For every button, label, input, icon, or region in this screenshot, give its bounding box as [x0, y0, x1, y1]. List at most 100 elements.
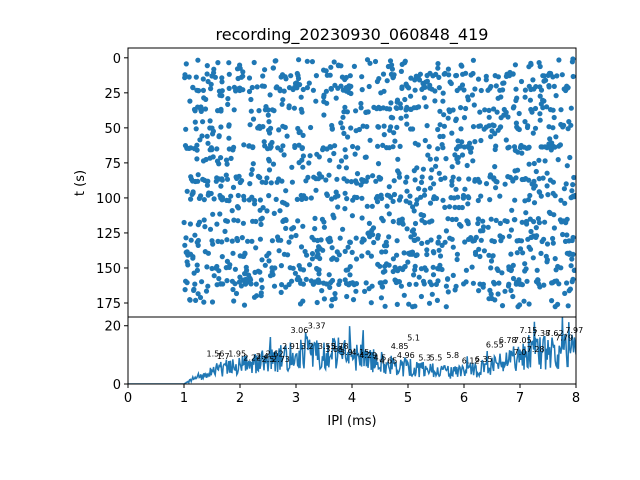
raster-point — [429, 167, 435, 173]
raster-point — [443, 228, 449, 234]
raster-point — [182, 287, 188, 293]
raster-point — [223, 172, 229, 178]
raster-point — [542, 158, 548, 164]
raster-point — [388, 100, 394, 106]
raster-point — [416, 186, 422, 192]
raster-point — [358, 100, 364, 107]
raster-point — [391, 178, 397, 184]
raster-point — [321, 99, 327, 105]
raster-point — [490, 122, 496, 128]
raster-point — [216, 276, 222, 282]
raster-point — [359, 74, 365, 80]
raster-point — [519, 219, 525, 225]
raster-point — [261, 139, 267, 145]
raster-point — [297, 277, 303, 283]
raster-point — [425, 152, 431, 158]
histogram-x-tick-label: 5 — [404, 391, 412, 406]
raster-point — [413, 252, 419, 259]
raster-point — [384, 203, 390, 209]
raster-point — [237, 65, 243, 71]
raster-point — [356, 126, 362, 133]
raster-point — [387, 127, 393, 133]
raster-point — [263, 104, 269, 110]
raster-point — [470, 158, 476, 164]
raster-point — [359, 253, 365, 259]
raster-point — [386, 262, 392, 268]
raster-point — [505, 145, 511, 151]
peak-annotation: 6.35 — [475, 355, 493, 364]
raster-point — [421, 95, 427, 101]
raster-point — [480, 218, 486, 224]
raster-point — [200, 87, 206, 93]
raster-point — [412, 220, 419, 227]
raster-point — [396, 279, 402, 285]
raster-point — [229, 238, 235, 244]
raster-point — [510, 293, 516, 300]
raster-point — [535, 277, 541, 283]
raster-point — [460, 195, 466, 201]
raster-point — [338, 83, 344, 89]
raster-point — [224, 278, 230, 284]
raster-point — [363, 109, 369, 115]
raster-point — [418, 212, 424, 218]
raster-point — [526, 64, 532, 70]
raster-point — [551, 114, 557, 121]
raster-point — [531, 219, 537, 225]
raster-point — [370, 173, 376, 179]
raster-point — [209, 265, 215, 272]
raster-point — [470, 57, 476, 63]
raster-point — [568, 263, 574, 269]
raster-point — [384, 78, 390, 84]
raster-point — [315, 277, 321, 283]
raster-point — [570, 234, 576, 241]
raster-point — [327, 157, 333, 163]
raster-point — [243, 264, 249, 270]
raster-point — [421, 192, 428, 198]
raster-point — [543, 253, 549, 259]
raster-point — [365, 174, 371, 180]
raster-point — [481, 248, 487, 254]
raster-point — [299, 145, 305, 152]
raster-point — [298, 106, 304, 112]
peak-annotation: 2.91 — [282, 342, 300, 351]
raster-point — [442, 239, 448, 245]
raster-point — [376, 124, 382, 130]
raster-point — [299, 196, 305, 202]
raster-point — [371, 104, 377, 110]
raster-point — [485, 87, 491, 93]
raster-point — [278, 237, 284, 243]
raster-point — [284, 133, 290, 139]
raster-point — [527, 97, 534, 103]
raster-point — [323, 88, 329, 94]
raster-point — [475, 220, 481, 227]
raster-point — [224, 258, 230, 264]
raster-point — [336, 164, 342, 170]
raster-point — [266, 258, 272, 264]
raster-point — [313, 187, 319, 193]
raster-point — [546, 124, 552, 130]
raster-point — [571, 174, 576, 181]
raster-point — [280, 218, 286, 224]
raster-point — [403, 179, 409, 185]
raster-point — [507, 69, 513, 76]
raster-point — [545, 192, 551, 198]
raster-point — [347, 280, 353, 286]
raster-point — [352, 151, 358, 157]
raster-point — [182, 75, 188, 81]
raster-point — [245, 238, 251, 244]
peak-annotation: 1.95 — [228, 349, 246, 358]
raster-point — [280, 97, 286, 103]
raster-point — [353, 256, 360, 262]
raster-point — [188, 237, 194, 243]
raster-point — [188, 174, 194, 180]
raster-point — [453, 146, 460, 152]
raster-point — [304, 58, 310, 64]
raster-point — [252, 269, 258, 275]
raster-point — [453, 117, 459, 124]
raster-point — [419, 174, 425, 180]
raster-point — [198, 104, 204, 110]
raster-point — [217, 92, 223, 98]
histogram-annotations: 1.561.71.952.222.42.622.52.73 2.91 3.06 3.2… — [206, 322, 583, 366]
raster-point — [532, 105, 539, 112]
raster-point — [451, 195, 457, 201]
